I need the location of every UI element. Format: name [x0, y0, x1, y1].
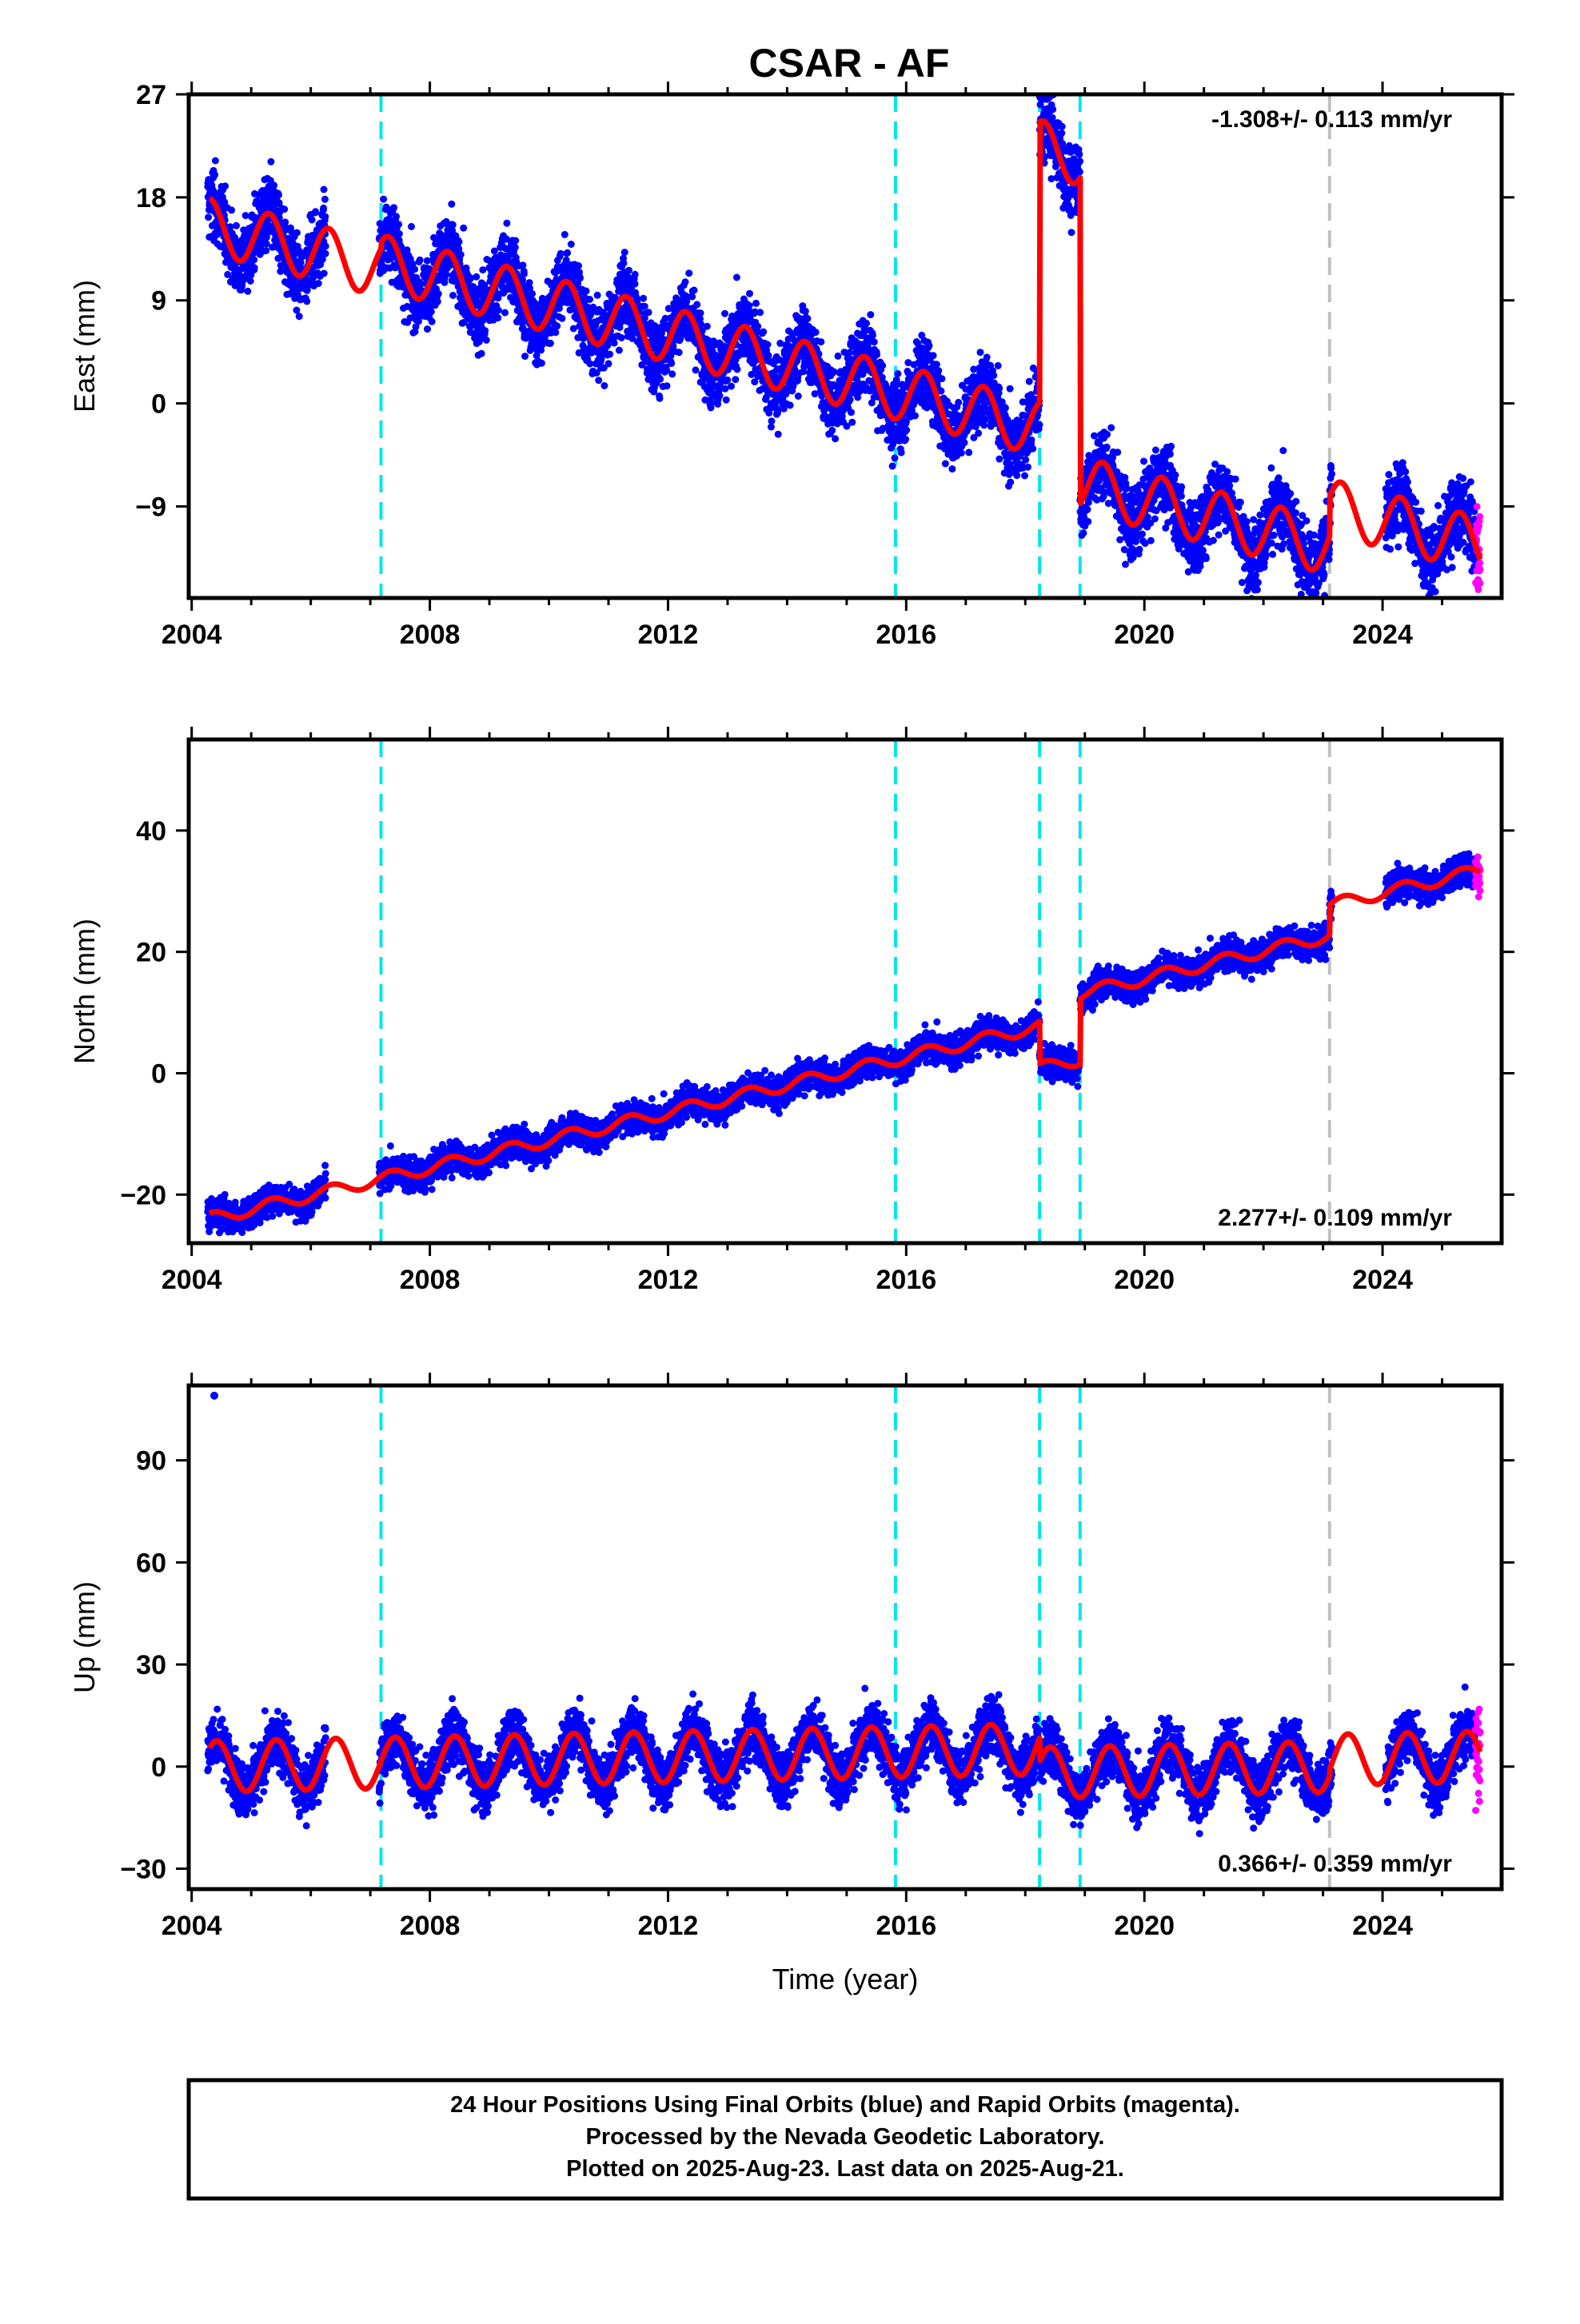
east-plot-area: [204, 94, 1484, 598]
up-x-tick-label-2008: 2008: [400, 1911, 461, 1941]
up-y-tick-label: 90: [136, 1446, 166, 1477]
east-rate-label: -1.308+/- 0.113 mm/yr: [1211, 106, 1452, 133]
east-x-tick-label-2008: 2008: [400, 620, 461, 650]
east-y-tick-label: −9: [135, 492, 166, 522]
east-y-axis-label: East (mm): [68, 280, 101, 413]
up-model-fit: [206, 1721, 1483, 1800]
east-rapid-orbit-points: [1471, 503, 1484, 593]
north-model-fit: [207, 865, 1482, 1221]
north-x-tick-label-2004: 2004: [162, 1265, 222, 1295]
north-y-tick-label: −20: [120, 1180, 166, 1210]
north-rate-label: 2.277+/- 0.109 mm/yr: [1218, 1205, 1452, 1231]
east-y-tick-label: 27: [136, 80, 166, 110]
up-y-tick-label: 60: [136, 1548, 166, 1578]
up-plot-area: [204, 1385, 1484, 1889]
east-frame: [186, 92, 1504, 600]
footer-legend: 24 Hour Positions Using Final Orbits (bl…: [186, 2078, 1504, 2201]
north-y-tick-label: 20: [136, 938, 166, 968]
up-final-orbit-points: [204, 1683, 1478, 1838]
up-x-tick-label-2024: 2024: [1352, 1911, 1413, 1941]
north-final-orbit-points: [204, 850, 1478, 1237]
up-y-tick-label: 0: [151, 1752, 166, 1783]
north-plot-area: [204, 739, 1484, 1243]
up-x-tick-label-2016: 2016: [876, 1911, 937, 1941]
north-x-tick-label-2012: 2012: [638, 1265, 699, 1295]
east-x-tick-label-2012: 2012: [638, 620, 699, 650]
east-y-tick-label: 0: [151, 389, 166, 420]
north-y-tick-label: 40: [136, 816, 166, 847]
north-rapid-orbit-points: [1471, 853, 1484, 901]
up-y-tick-label: 30: [136, 1650, 166, 1680]
up-y-axis-label: Up (mm): [68, 1581, 101, 1693]
up-x-axis-label: Time (year): [772, 1963, 919, 1995]
east-x-tick-label-2016: 2016: [876, 620, 937, 650]
up-rapid-orbit-points: [1471, 1705, 1484, 1815]
footer-line-2: Processed by the Nevada Geodetic Laborat…: [586, 2124, 1105, 2150]
up-panel: 2004 2008 2012 2016 2020 2024 90 60 30 0 −30 Up (mm…: [68, 1373, 1514, 1995]
footer-frame: [186, 2078, 1504, 2201]
east-x-tick-label-2024: 2024: [1352, 620, 1413, 650]
east-final-orbit-points: [204, 94, 1478, 598]
north-panel: 2004 2008 2012 2016 2020 2024 40 20 0 −20 North (m…: [68, 727, 1514, 1295]
footer-line-3: Plotted on 2025-Aug-23. Last data on 202…: [566, 2156, 1124, 2182]
north-y-tick-label: 0: [151, 1058, 166, 1089]
up-x-tick-label-2020: 2020: [1114, 1911, 1175, 1941]
up-rate-label: 0.366+/- 0.359 mm/yr: [1218, 1851, 1452, 1877]
chart-title: CSAR - AF: [749, 41, 950, 86]
north-y-axis-label: North (mm): [68, 919, 101, 1064]
east-x-tick-label-2004: 2004: [162, 620, 222, 650]
east-panel: 2004 2008 2012 2016 2020 2024 27 18 9 0 −9 East (mm…: [68, 80, 1514, 650]
north-frame: [186, 737, 1504, 1246]
north-x-tick-label-2016: 2016: [876, 1265, 937, 1295]
up-x-tick-label-2012: 2012: [638, 1911, 699, 1941]
footer-line-1: 24 Hour Positions Using Final Orbits (bl…: [450, 2092, 1240, 2118]
east-y-tick-label: 18: [136, 183, 166, 213]
east-x-tick-label-2020: 2020: [1114, 620, 1175, 650]
north-x-tick-label-2024: 2024: [1352, 1265, 1413, 1295]
up-x-tick-label-2004: 2004: [162, 1911, 222, 1941]
north-x-tick-label-2020: 2020: [1114, 1265, 1175, 1295]
north-x-tick-label-2008: 2008: [400, 1265, 461, 1295]
up-y-tick-label: −30: [120, 1854, 166, 1884]
up-outlier-point: [210, 1391, 219, 1400]
up-frame: [186, 1383, 1504, 1891]
east-model-fit: [207, 118, 1483, 573]
east-y-tick-label: 9: [151, 286, 166, 317]
